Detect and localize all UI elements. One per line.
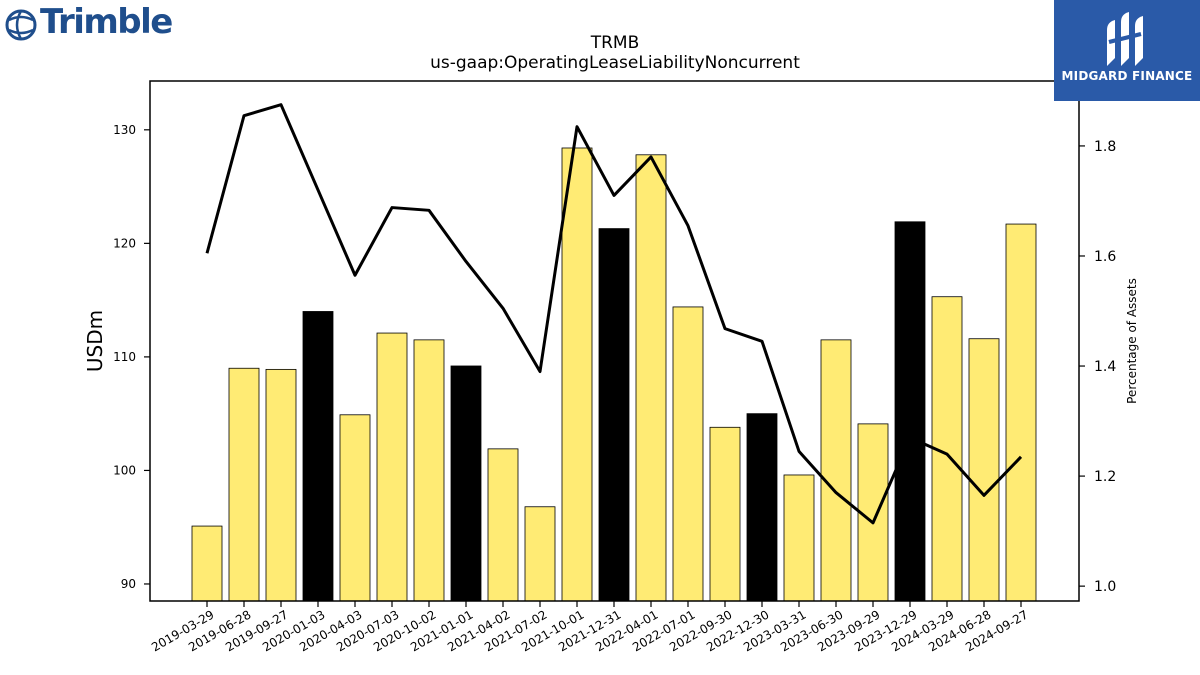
x-axis-ticks: 2019-03-292019-06-282019-09-272020-01-03… [149,601,1031,654]
bar-2023-06-30 [820,339,852,602]
left-axis-ticks: 90 100 110 120 130 [113,123,150,591]
bar-2023-12-29 [894,221,926,602]
bar-2021-01-01 [450,365,482,602]
bar-2023-09-29 [857,423,889,602]
bar-series [191,147,1037,602]
bar-2020-10-02 [413,339,445,602]
percentage-line [205,103,1023,525]
midgard-emblem-icon [1107,12,1143,66]
chart-title: TRMB [590,33,640,53]
bar-2022-12-30 [746,413,778,602]
y-axis-label: USDm [83,310,107,372]
bar-2021-04-02 [487,448,519,602]
bar-2022-09-30 [709,426,741,602]
chart-subtitle: us-gaap:OperatingLeaseLiabilityNoncurren… [430,53,800,73]
bar-2020-01-03 [302,311,334,602]
y2-tick-label: 1.6 [1094,249,1116,265]
y-tick-label: 130 [113,123,136,137]
bar-2021-10-01 [561,147,593,602]
bar-2019-09-27 [265,368,297,602]
y2-tick-label: 1.8 [1094,139,1116,155]
y2-tick-label: 1.0 [1094,579,1116,595]
bar-2020-07-03 [376,332,408,602]
globe-icon [5,9,37,41]
bar-2023-03-31 [783,474,815,602]
bar-2022-04-01 [635,154,667,602]
bar-2021-12-31 [598,228,630,602]
y-tick-label: 120 [113,236,136,250]
bar-2022-07-01 [672,306,704,602]
midgard-finance-logo: MIDGARD FINANCE [1054,0,1200,101]
bar-2024-09-27 [1005,223,1037,602]
y2-tick-label: 1.2 [1094,469,1116,485]
y-tick-label: 90 [121,577,136,591]
bar-2024-06-28 [968,338,1000,602]
y-tick-label: 100 [113,463,136,477]
bar-2021-07-02 [524,506,556,602]
y2-tick-label: 1.4 [1094,359,1116,375]
bar-2020-04-03 [339,414,371,602]
right-axis-ticks: 1.0 1.2 1.4 1.6 1.8 [1079,139,1116,595]
y-tick-label: 110 [113,350,136,364]
midgard-wordmark: MIDGARD FINANCE [1061,69,1193,83]
y2-axis-label: Percentage of Assets [1125,278,1139,404]
trimble-wordmark: Trimble [40,2,173,42]
trimble-logo: Trimble [4,2,174,46]
bar-2019-03-29 [191,525,223,602]
bar-2019-06-28 [228,367,260,602]
line-series [205,103,1023,525]
